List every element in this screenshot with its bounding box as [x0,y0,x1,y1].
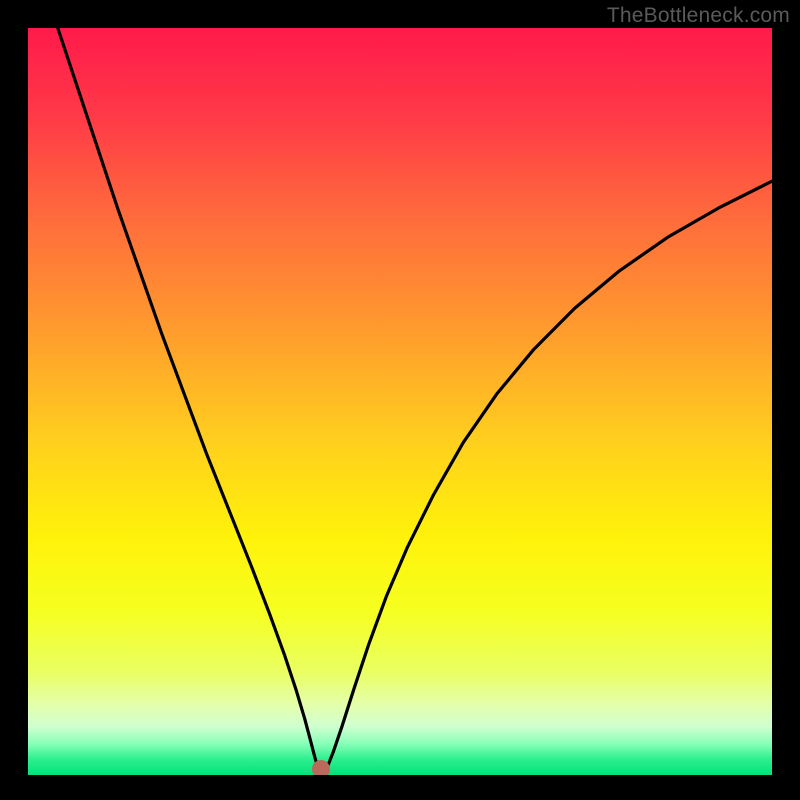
plot-area [28,28,772,775]
chart-container: TheBottleneck.com [0,0,800,800]
plot-svg [28,28,772,775]
watermark-text: TheBottleneck.com [607,4,790,28]
gradient-background [28,28,772,775]
optimal-point-marker [312,760,330,775]
frame-left [0,0,28,800]
frame-bottom [0,775,800,800]
frame-right [772,0,800,800]
